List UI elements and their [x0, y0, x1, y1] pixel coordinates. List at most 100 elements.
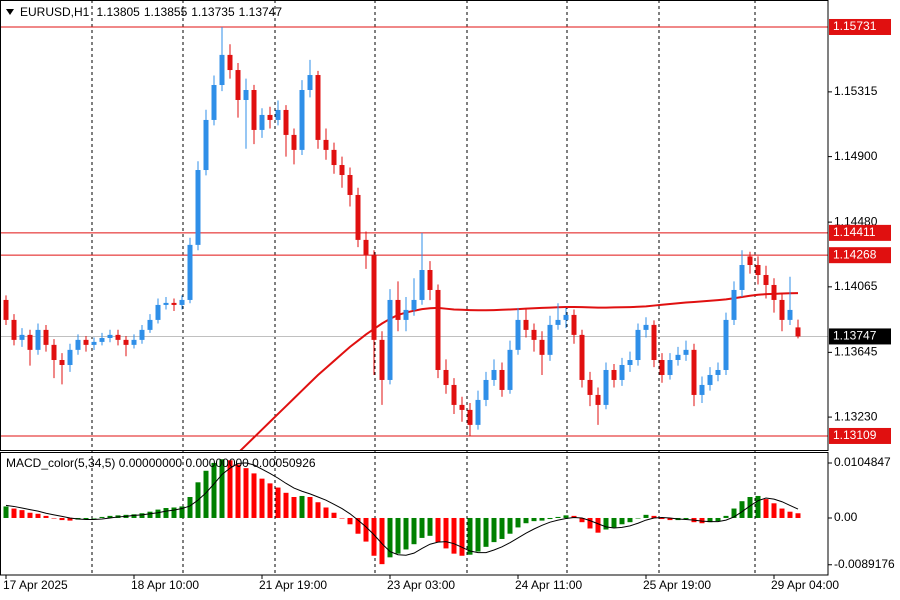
candle-body	[747, 256, 753, 266]
candle-body	[131, 339, 137, 345]
macd-bar	[787, 511, 793, 518]
candle-body	[563, 314, 569, 320]
candle-body	[163, 302, 169, 305]
macd-bar	[667, 517, 673, 521]
candle-body	[323, 139, 329, 150]
macd-bar	[491, 517, 497, 543]
level-label-box	[829, 224, 891, 241]
macd-bar	[755, 495, 761, 518]
macd-bar	[379, 517, 385, 565]
candle-body	[259, 114, 265, 130]
macd-bar	[275, 487, 281, 518]
candle-body	[651, 324, 657, 360]
macd-bar	[763, 499, 769, 518]
candle-body	[691, 349, 697, 395]
x-tick-label: 25 Apr 19:00	[643, 578, 711, 592]
macd-bar	[427, 517, 433, 536]
y-tick-label: 0.0104847	[834, 455, 891, 469]
macd-bar	[187, 497, 193, 518]
y-tick-label: 1.14065	[834, 279, 878, 293]
candle-body	[763, 274, 769, 285]
macd-bar	[507, 517, 513, 534]
macd-bar	[235, 464, 241, 518]
macd-bar	[323, 507, 329, 518]
macd-bar	[267, 483, 273, 518]
candle-body	[91, 341, 97, 345]
macd-bar	[155, 509, 161, 518]
macd-bar	[515, 517, 521, 528]
macd-bar	[91, 517, 97, 519]
macd-bar	[779, 508, 785, 518]
level-label: 1.14268	[833, 247, 877, 261]
macd-bar	[11, 508, 17, 518]
macd-bar	[299, 495, 305, 518]
candle-body	[507, 349, 513, 390]
macd-bar	[259, 478, 265, 518]
macd-bar	[283, 492, 289, 518]
candle-body	[475, 399, 481, 425]
macd-bar	[251, 473, 257, 518]
macd-bar	[435, 517, 441, 543]
macd-bar	[67, 517, 73, 521]
macd-bar	[643, 514, 649, 518]
candle-body	[355, 194, 361, 240]
header-low: 1.13735	[191, 5, 235, 19]
macd-bar	[347, 517, 353, 525]
macd-bar	[723, 515, 729, 518]
macd-bar	[3, 506, 9, 518]
y-tick-label: 0.00	[834, 510, 858, 524]
candle-body	[219, 54, 225, 86]
macd-bar	[307, 497, 313, 518]
macd-bar	[131, 514, 137, 518]
candle-body	[315, 75, 321, 140]
header-high: 1.13855	[144, 5, 188, 19]
level-label: 1.15731	[833, 19, 877, 33]
candle-body	[659, 360, 665, 375]
macd-bar	[459, 517, 465, 556]
macd-bar	[651, 515, 657, 518]
candle-body	[411, 299, 417, 310]
candle-body	[331, 149, 337, 166]
level-label: 1.13109	[833, 428, 877, 442]
candle-body	[11, 319, 17, 340]
macd-bar	[747, 497, 753, 518]
candle-body	[307, 75, 313, 90]
candle-body	[459, 404, 465, 410]
candle-body	[635, 329, 641, 360]
macd-bar	[315, 502, 321, 518]
candle-body	[211, 85, 217, 120]
macd-bar	[171, 507, 177, 518]
macd-bar	[59, 517, 65, 521]
candle-body	[579, 334, 585, 380]
candle-body	[3, 299, 9, 320]
candle-body	[387, 299, 393, 380]
candle-body	[619, 364, 625, 380]
macd-bar	[771, 503, 777, 518]
macd-bar	[35, 513, 41, 518]
candle-body	[683, 349, 689, 355]
candle-body	[587, 379, 593, 395]
macd-bar	[627, 517, 633, 523]
candle-body	[739, 265, 745, 290]
candle-body	[403, 309, 409, 320]
candle-body	[787, 309, 793, 320]
header: EURUSD,H1 1.13805 1.13855 1.13735 1.13747 MA…	[6, 5, 316, 470]
candle-body	[299, 90, 305, 150]
candle-body	[187, 244, 193, 300]
candle-body	[443, 369, 449, 385]
x-tick-label: 23 Apr 03:00	[387, 578, 455, 592]
candle-body	[227, 54, 233, 71]
macd-bar	[331, 512, 337, 518]
macd-bar	[99, 516, 105, 518]
level-label-box	[829, 427, 891, 444]
candle-body	[147, 319, 153, 330]
candle-body	[731, 289, 737, 320]
price-plot	[0, 26, 828, 450]
macd-bar	[499, 517, 505, 539]
macd-plot	[3, 459, 801, 565]
candle-body	[539, 339, 545, 355]
x-tick-label: 17 Apr 2025	[3, 578, 68, 592]
candle-body	[699, 384, 705, 395]
candle-body	[419, 270, 425, 300]
